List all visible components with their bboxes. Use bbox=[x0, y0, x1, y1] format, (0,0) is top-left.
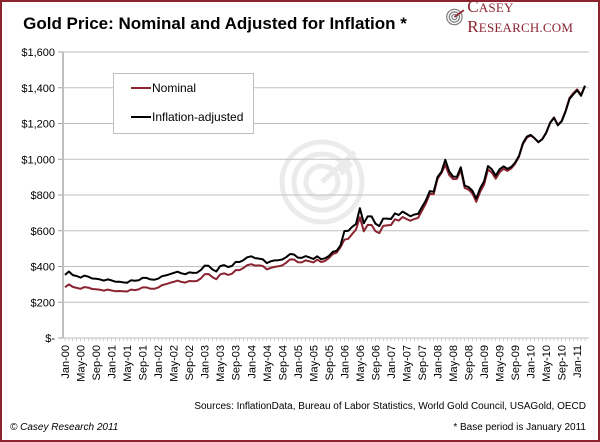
x-tick-label: Jan-10 bbox=[526, 345, 538, 379]
x-tick-label: Sep-09 bbox=[510, 345, 522, 380]
x-tick-label: May-09 bbox=[495, 345, 507, 382]
y-tick-label: $800 bbox=[31, 190, 55, 202]
x-tick-label: Sep-05 bbox=[324, 345, 336, 380]
x-tick-label: Sep-00 bbox=[91, 345, 103, 380]
legend-swatch-adjusted bbox=[131, 116, 151, 118]
logo-text: CASEY RESEARCH.COM bbox=[467, 0, 600, 37]
x-tick-label: Jan-02 bbox=[153, 345, 165, 379]
y-tick-label: $200 bbox=[31, 297, 55, 309]
logo-text-asey: ASEY bbox=[478, 0, 514, 15]
chart-title: Gold Price: Nominal and Adjusted for Inf… bbox=[23, 14, 407, 33]
x-tick-label: Jan-07 bbox=[386, 345, 398, 379]
series-lines bbox=[64, 85, 586, 293]
legend-item-nominal: Nominal bbox=[131, 81, 196, 95]
x-tick-label: May-04 bbox=[262, 345, 274, 382]
x-tick-label: Sep-10 bbox=[557, 345, 569, 380]
x-tick-label: Jan-01 bbox=[107, 345, 119, 379]
x-tick-label: Sep-08 bbox=[464, 345, 476, 380]
logo-text-esearch: ESEARCH.COM bbox=[478, 20, 574, 35]
series-line-inflation-adjusted bbox=[64, 85, 586, 284]
y-tick-label: $1,600 bbox=[21, 47, 55, 59]
legend-label-nominal: Nominal bbox=[152, 81, 197, 95]
series-line-nominal bbox=[64, 85, 586, 293]
x-tick-label: Sep-04 bbox=[277, 345, 289, 380]
x-tick-label: Jan-03 bbox=[200, 345, 212, 379]
x-tick-label: Jan-04 bbox=[246, 345, 258, 379]
copyright-note: © Casey Research 2011 bbox=[10, 422, 119, 433]
logo-spiral-icon bbox=[446, 8, 465, 26]
x-tick-label: Jan-11 bbox=[572, 345, 584, 378]
x-tick-label: Jan-06 bbox=[339, 345, 351, 379]
x-tick-label: May-00 bbox=[76, 345, 88, 382]
y-tick-label: $- bbox=[45, 333, 55, 345]
x-axis: Jan-00 May-00 Sep-00 Jan-01 May-01 Sep-01 Jan-… bbox=[60, 337, 589, 382]
y-tick-label: $1,400 bbox=[21, 83, 55, 95]
x-tick-label: May-07 bbox=[401, 345, 413, 382]
x-tick-label: Sep-06 bbox=[370, 345, 382, 380]
x-tick-label: May-02 bbox=[169, 345, 181, 382]
base-period-footnote: * Base period is January 2011 bbox=[453, 422, 586, 433]
y-tick-label: $1,200 bbox=[21, 119, 55, 131]
x-tick-label: Sep-07 bbox=[417, 345, 429, 380]
x-tick-label: May-06 bbox=[355, 345, 367, 382]
casey-research-logo: CASEY RESEARCH.COM bbox=[445, 0, 600, 36]
x-tick-label: Jan-09 bbox=[479, 345, 491, 379]
y-tick-label: $1,000 bbox=[21, 154, 55, 166]
legend-item-adjusted: Inflation-adjusted bbox=[131, 110, 243, 124]
x-tick-label: May-03 bbox=[215, 345, 227, 382]
logo-letter-c: C bbox=[467, 0, 479, 16]
logo-letter-r: R bbox=[467, 17, 479, 36]
y-tick-label: $600 bbox=[31, 226, 55, 238]
sources-note: Sources: InflationData, Bureau of Labor … bbox=[194, 401, 586, 412]
x-tick-label: May-01 bbox=[122, 345, 134, 382]
y-tick-label: $400 bbox=[31, 262, 55, 274]
x-tick-label: Jan-08 bbox=[433, 345, 445, 379]
watermark-spiral-icon bbox=[279, 139, 365, 225]
x-tick-label: Sep-02 bbox=[184, 345, 196, 380]
legend-swatch-nominal bbox=[131, 87, 151, 89]
y-axis: $- $200 $400 $600 $800 $1,000 $1,200 $1,400 $1,6… bbox=[21, 47, 64, 345]
x-tick-label: Jan-00 bbox=[60, 345, 72, 379]
x-tick-label: May-05 bbox=[308, 345, 320, 382]
x-tick-label: May-10 bbox=[541, 345, 553, 382]
x-tick-label: May-08 bbox=[448, 345, 460, 382]
legend-label-adjusted: Inflation-adjusted bbox=[152, 110, 244, 124]
x-tick-label: Jan-05 bbox=[293, 345, 305, 379]
legend: Nominal Inflation-adjusted bbox=[113, 73, 254, 134]
x-tick-label: Sep-03 bbox=[231, 345, 243, 380]
x-tick-label: Sep-01 bbox=[138, 345, 150, 380]
